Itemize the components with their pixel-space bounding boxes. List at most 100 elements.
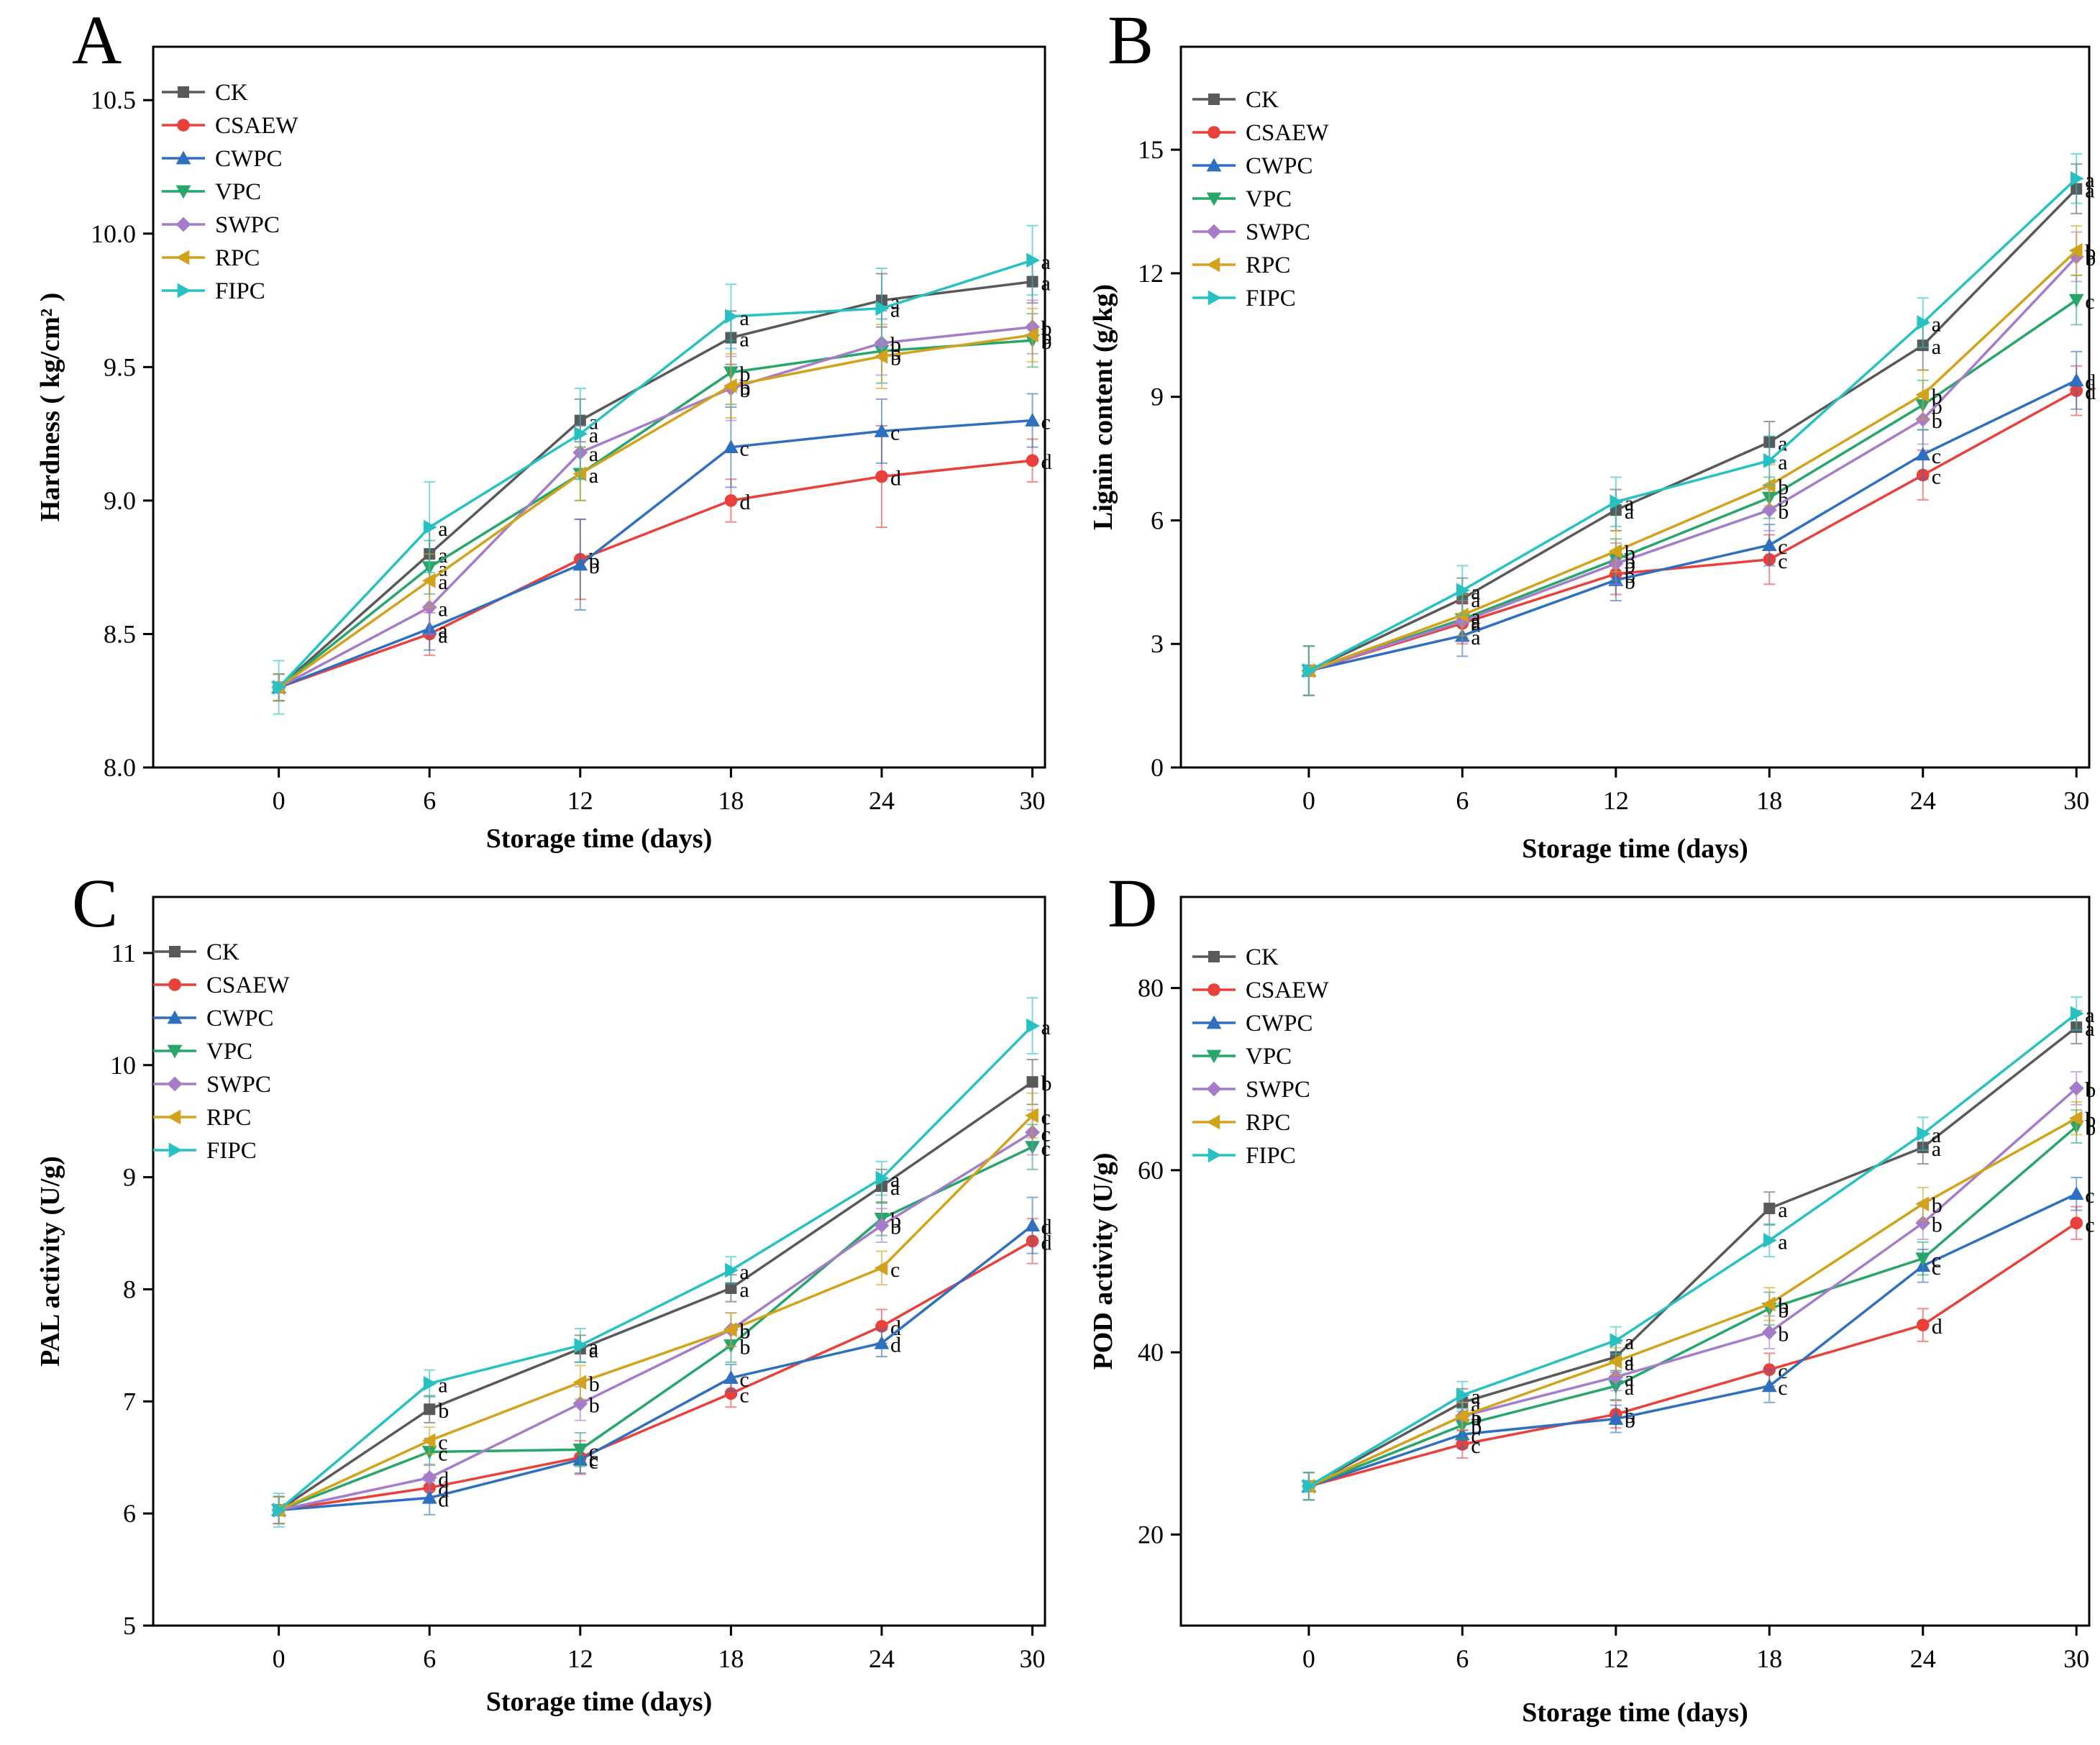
significance-label: a	[890, 1176, 900, 1200]
significance-label: b	[1625, 554, 1635, 578]
data-point	[725, 1262, 739, 1278]
chart-panel-a: A 8.0 8.5 9.0 9.5 10.0 10.5 0 6 12 18 24 30 Storage t…	[35, 1, 1052, 854]
significance-label: a	[589, 424, 598, 447]
significance-label: a	[1932, 1124, 1941, 1147]
data-point	[2068, 293, 2084, 308]
significance-label: c	[1932, 465, 1941, 488]
legend-marker	[168, 1142, 183, 1158]
legend-item: RPC	[1192, 1110, 1290, 1136]
significance-label: a	[1471, 1385, 1480, 1409]
legend-item: SWPC	[1192, 1077, 1310, 1103]
significance-label: b	[1932, 409, 1942, 433]
significance-label: d	[438, 1467, 449, 1491]
significance-label: a	[1625, 1376, 1634, 1400]
significance-label: a	[589, 1339, 598, 1362]
data-point	[724, 494, 738, 507]
significance-label: a	[739, 328, 749, 352]
data-point	[725, 309, 739, 324]
series-line	[1308, 1221, 2078, 1487]
y-tick-label: 8	[123, 1275, 136, 1303]
plot-frame	[152, 45, 1046, 769]
y-tick-label: 3	[1151, 629, 1164, 658]
legend-marker	[175, 217, 191, 232]
series-line	[278, 1024, 1033, 1511]
significance-label: b	[2085, 1078, 2096, 1102]
series-csaew: a b d d d	[272, 424, 1052, 702]
series-line	[1308, 255, 2078, 673]
significance-label: a	[1625, 492, 1634, 516]
panel-letter: D	[1108, 865, 1157, 942]
x-axis-label: Storage time (days)	[486, 824, 712, 854]
legend-item: SWPC	[153, 1072, 271, 1098]
x-tick-label: 18	[1756, 1644, 1782, 1673]
y-axis-label: Hardness ( kg/cm² )	[35, 293, 65, 522]
data-point	[875, 470, 888, 483]
data-point	[1025, 1218, 1040, 1231]
data-point	[1763, 453, 1777, 468]
x-tick-label: 0	[1302, 1644, 1315, 1673]
significance-label: b	[1625, 1409, 1635, 1433]
significance-label: a	[438, 597, 447, 621]
legend-marker	[1206, 257, 1220, 273]
y-tick-label: 15	[1138, 135, 1164, 164]
legend-marker	[177, 119, 190, 132]
y-axis-label: POD activity (U/g)	[1088, 1153, 1118, 1370]
chart-panel-c: C 5 6 7 8 9 10 11 0 6 12 18 24 30 Storage time (days) P…	[35, 865, 1052, 1717]
data-point	[723, 1322, 737, 1337]
series-line	[278, 1080, 1033, 1511]
data-point	[875, 301, 890, 316]
significance-label: b	[890, 333, 901, 357]
significance-label: a	[1471, 1406, 1480, 1430]
legend-item: VPC	[153, 1039, 252, 1065]
data-point	[1915, 387, 1930, 403]
y-tick-label: 12	[1138, 259, 1164, 288]
legend-item: CSAEW	[1192, 978, 1329, 1003]
data-point	[725, 1282, 737, 1294]
data-point	[1763, 1232, 1777, 1248]
significance-label: a	[1778, 450, 1787, 474]
x-tick-label: 6	[1456, 786, 1469, 815]
y-tick-label: 8.5	[104, 619, 136, 648]
significance-label: d	[739, 491, 750, 514]
legend-marker	[178, 86, 189, 98]
legend-marker	[167, 1010, 183, 1024]
significance-label: a	[1471, 588, 1480, 612]
y-tick-label: 20	[1138, 1520, 1164, 1549]
data-point	[1761, 1296, 1776, 1312]
legend-marker	[1206, 1081, 1222, 1097]
legend-item: CK	[153, 939, 239, 965]
series-line	[1308, 1193, 2077, 1487]
data-point	[874, 1260, 888, 1276]
x-tick-label: 12	[1603, 786, 1629, 815]
significance-label: a	[1625, 1352, 1634, 1375]
x-tick-label: 24	[869, 786, 895, 815]
significance-label: a	[890, 1168, 900, 1192]
legend: CK CSAEW CWPC VPC SWPC RPC FIPC	[162, 80, 298, 304]
significance-label: a	[1625, 1331, 1634, 1354]
legend-label: RPC	[206, 1105, 251, 1131]
significance-label: a	[1041, 272, 1051, 296]
significance-label: a	[438, 624, 447, 647]
y-tick-label: 80	[1138, 974, 1164, 1003]
y-axis-label: Lignin content (g/kg)	[1088, 284, 1118, 530]
significance-label: d	[1041, 1231, 1052, 1254]
data-point	[1026, 454, 1039, 468]
series-line	[1308, 379, 2077, 673]
data-point	[1302, 1478, 1317, 1494]
legend-item: RPC	[153, 1105, 251, 1131]
significance-label: a	[1041, 1016, 1051, 1039]
series-line	[278, 280, 1033, 688]
significance-label: b	[1625, 541, 1635, 565]
significance-label: a	[438, 517, 447, 541]
y-tick-label: 5	[123, 1611, 136, 1640]
significance-label: b	[1041, 330, 1052, 354]
data-point	[421, 1490, 437, 1504]
significance-label: a	[2085, 1017, 2094, 1041]
y-axis-label: PAL activity (U/g)	[35, 1156, 65, 1367]
